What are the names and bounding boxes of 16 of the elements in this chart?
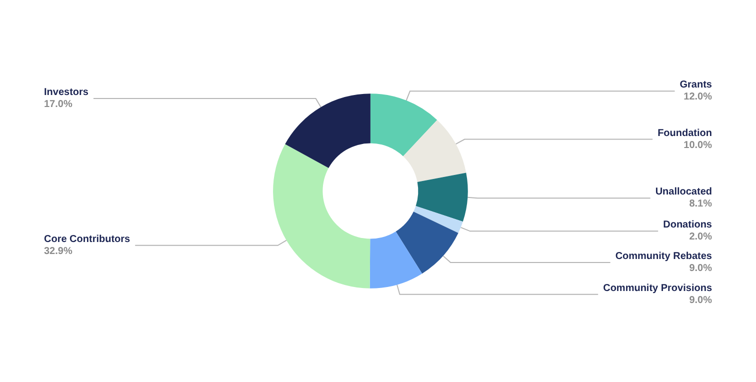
data-label: 10.0% — [684, 140, 712, 151]
slice-label: Foundation — [658, 128, 712, 139]
slice-label: Investors — [44, 87, 89, 98]
slice-label: Unallocated — [655, 186, 712, 198]
data-label: 2.0% — [689, 232, 712, 243]
data-label: 9.0% — [689, 294, 712, 306]
slice-label: Community Rebates — [615, 251, 712, 262]
slice-label: Donations — [663, 220, 712, 231]
data-label: 17.0% — [44, 99, 72, 110]
slice-label: Grants — [680, 80, 712, 91]
slice-label: Core Contributors — [44, 234, 131, 245]
slice-label: Community Provisions — [603, 282, 712, 294]
data-label: 32.9% — [44, 246, 72, 257]
data-label: 12.0% — [684, 92, 712, 103]
data-label: 8.1% — [689, 198, 712, 210]
data-label: 9.0% — [689, 263, 712, 274]
